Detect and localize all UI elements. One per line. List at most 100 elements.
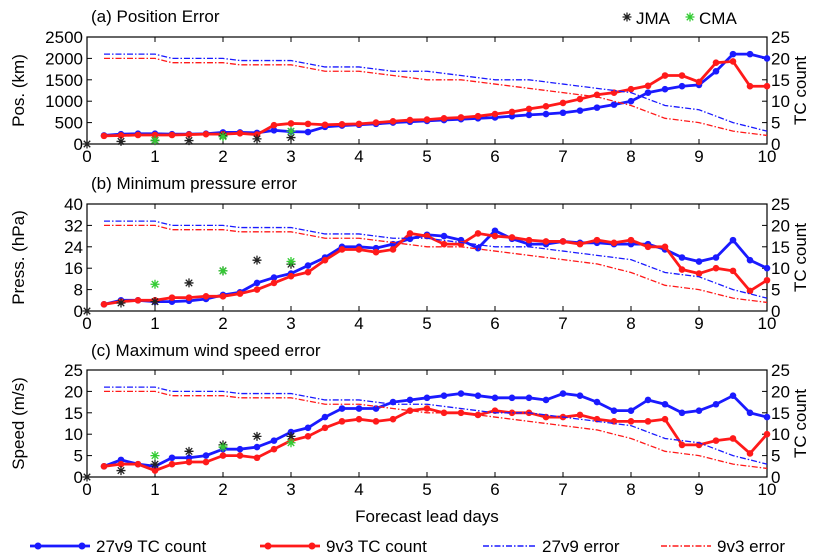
series-27v9-tc-count xyxy=(103,392,768,468)
series-9v3-tc-count-point xyxy=(304,433,312,440)
series-9v3-tc-count-point xyxy=(372,248,380,256)
series-9v3-tc-count-point xyxy=(304,120,312,128)
jma-point xyxy=(82,139,92,149)
series-9v3-tc-count-point xyxy=(457,114,465,121)
series-9v3-tc-count-point xyxy=(355,120,363,128)
series-9v3-tc-count-point xyxy=(712,437,720,444)
series-9v3-tc-count-point xyxy=(440,240,448,248)
series-9v3-tc-count-point xyxy=(627,418,635,425)
legend-label: 27v9 TC count xyxy=(96,537,207,556)
series-9v3-tc-count-point xyxy=(678,266,686,273)
series-9v3-tc-count-point xyxy=(593,91,601,99)
y2-tick-label: 25 xyxy=(771,28,790,47)
series-27v9-tc-count-point xyxy=(304,424,312,432)
series-9v3-tc-count-point xyxy=(185,458,193,466)
y2-axis-label: TC count xyxy=(791,223,810,292)
cma-point xyxy=(150,135,160,145)
series-27v9-tc-count-point xyxy=(270,127,278,134)
series-27v9-tc-count-point xyxy=(746,256,754,264)
series-9v3-tc-count-point xyxy=(270,279,278,287)
series-9v3-tc-count-point xyxy=(559,99,567,107)
cma-point xyxy=(286,126,296,136)
x-tick-label: 7 xyxy=(558,314,567,333)
jma-point xyxy=(150,297,160,307)
x-tick-label: 9 xyxy=(694,147,703,166)
y-tick-label: 8 xyxy=(74,281,83,300)
legend-marker xyxy=(308,542,316,550)
series-9v3-tc-count-point xyxy=(695,270,703,277)
jma-point xyxy=(286,133,296,143)
jma-point xyxy=(184,136,194,146)
jma-point xyxy=(252,431,262,441)
series-9v3-tc-count-point xyxy=(644,82,652,90)
x-tick-label: 9 xyxy=(694,480,703,499)
y-tick-label: 5 xyxy=(74,447,83,466)
y-tick-label: 1500 xyxy=(45,71,83,90)
series-27v9-tc-count-point xyxy=(712,254,720,261)
series-27v9-tc-count-point xyxy=(253,279,261,287)
x-tick-label: 6 xyxy=(490,147,499,166)
series-9v3-tc-count-point xyxy=(627,85,635,93)
series-27v9-error xyxy=(104,220,768,299)
series-27v9-tc-count-point xyxy=(508,394,516,402)
series-27v9-tc-count-point xyxy=(644,396,652,404)
legend-label: 9v3 error xyxy=(717,537,785,556)
series-27v9-tc-count-point xyxy=(661,85,669,93)
series-9v3-tc-count-point xyxy=(321,424,329,432)
series-27v9-tc-count-point xyxy=(746,409,754,417)
y2-tick-label: 0 xyxy=(771,135,780,154)
y2-tick-label: 10 xyxy=(771,259,790,278)
cma-point xyxy=(150,451,160,461)
series-9v3-tc-count-point xyxy=(151,131,159,139)
panel-title: (c) Maximum wind speed error xyxy=(91,341,321,360)
y2-tick-label: 15 xyxy=(771,404,790,423)
series-9v3-tc-count-point xyxy=(644,243,652,251)
y-tick-label: 2000 xyxy=(45,49,83,68)
x-tick-label: 3 xyxy=(286,480,295,499)
series-9v3-tc-count-point xyxy=(168,460,176,468)
x-tick-label: 2 xyxy=(218,314,227,333)
series-9v3-tc-count xyxy=(103,231,768,306)
y-tick-label: 0 xyxy=(74,135,83,154)
series-9v3-tc-count-point xyxy=(321,121,329,129)
y-tick-label: 500 xyxy=(55,114,83,133)
series-9v3-tc-count-point xyxy=(338,246,346,253)
series-9v3-tc-count-point xyxy=(287,272,295,280)
series-9v3-tc-count-point xyxy=(678,441,686,449)
series-9v3-tc-count-point xyxy=(270,121,278,129)
series-9v3-tc-count-point xyxy=(389,118,397,125)
x-tick-label: 8 xyxy=(626,147,635,166)
series-9v3-tc-count-point xyxy=(610,239,618,247)
series-27v9-tc-count-point xyxy=(746,50,754,58)
series-9v3-tc-count-point xyxy=(236,130,244,137)
series-27v9-tc-count-point xyxy=(712,67,720,75)
series-9v3-tc-count-point xyxy=(559,238,567,245)
y2-tick-label: 0 xyxy=(771,468,780,487)
series-9v3-tc-count-point xyxy=(763,82,771,90)
cma-point xyxy=(150,279,160,289)
series-9v3-tc-count-point xyxy=(236,452,244,459)
legend-cma-label: CMA xyxy=(699,9,737,28)
series-27v9-tc-count-point xyxy=(474,244,482,252)
series-27v9-tc-count-point xyxy=(474,392,482,399)
series-9v3-tc-count-point xyxy=(542,103,550,110)
series-9v3-tc-count-point xyxy=(355,246,363,253)
panel-1 xyxy=(82,12,771,149)
legend-label: 9v3 TC count xyxy=(326,537,427,556)
series-9v3-tc-count-point xyxy=(729,435,737,442)
x-tick-label: 6 xyxy=(490,314,499,333)
y2-tick-label: 25 xyxy=(771,361,790,380)
series-27v9-tc-count-point xyxy=(491,227,499,235)
series-27v9-tc-count-point xyxy=(525,111,533,119)
jma-point xyxy=(116,136,126,146)
y-tick-label: 32 xyxy=(64,216,83,235)
y-tick-label: 10 xyxy=(64,425,83,444)
series-27v9-error xyxy=(104,53,768,132)
series-9v3-tc-count-point xyxy=(168,131,176,139)
series-9v3-tc-count-point xyxy=(423,405,431,412)
legend-jma-label: JMA xyxy=(636,9,671,28)
y-tick-label: 2500 xyxy=(45,28,83,47)
series-9v3-error xyxy=(104,390,768,470)
series-9v3-tc-count-point xyxy=(372,119,380,126)
